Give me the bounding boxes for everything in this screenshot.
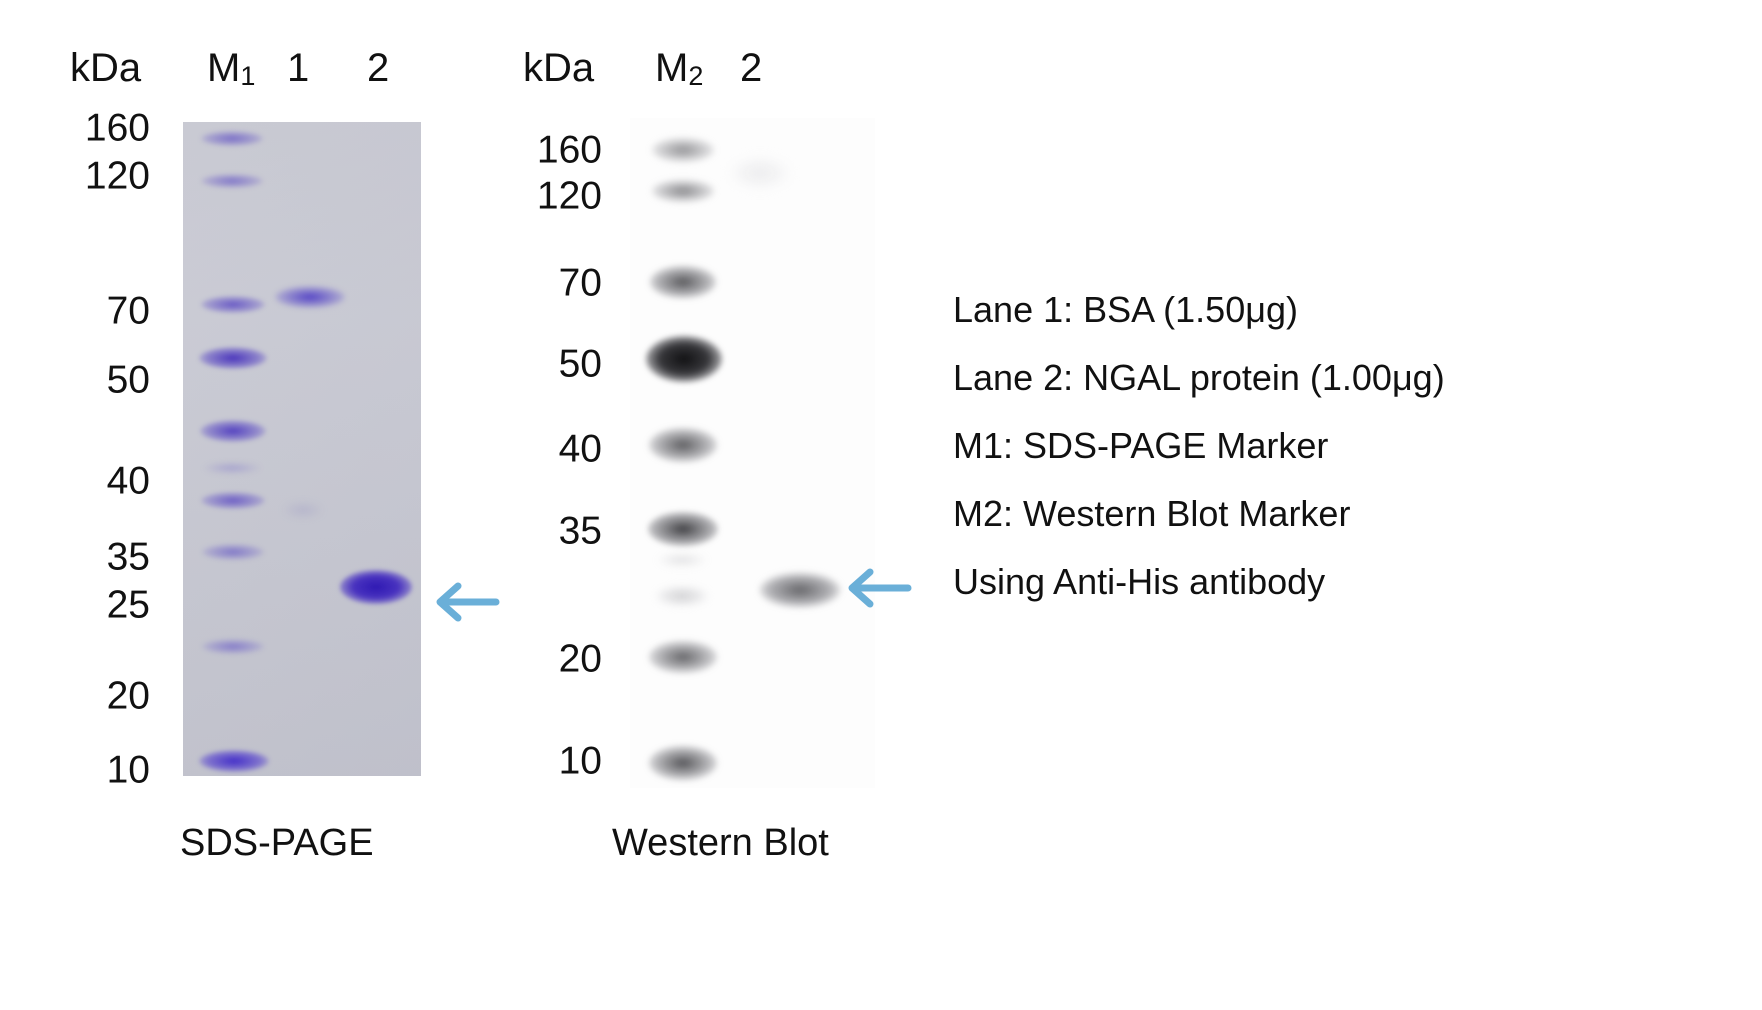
sds-marker-letter: M <box>207 46 241 90</box>
sds-lane-header-marker: M1 <box>207 46 256 91</box>
sds-kda-header: kDa <box>70 46 142 90</box>
wb-band-pointer-arrow-icon <box>848 568 912 608</box>
sds-marker-band-25 <box>202 544 264 560</box>
sds-marker-subscript: 1 <box>240 61 256 91</box>
sds-mw-label-40: 40 <box>106 459 150 503</box>
wb-marker-band-120 <box>652 180 714 202</box>
sds-mw-label-120: 120 <box>84 154 150 198</box>
wb-mw-label-40: 40 <box>558 427 602 471</box>
wb-marker-band-25 <box>656 586 708 606</box>
wb-mw-label-160: 160 <box>536 128 602 172</box>
sds-marker-band-40 <box>200 420 266 442</box>
sds-lane-header-2: 2 <box>367 46 390 90</box>
sds-page-caption: SDS-PAGE <box>180 822 374 864</box>
sds-marker-band-160 <box>201 131 263 146</box>
sds-mw-label-50: 50 <box>106 358 150 402</box>
sds-marker-band-120 <box>201 174 263 188</box>
wb-marker-band-10 <box>649 746 717 780</box>
wb-marker-band-70 <box>650 266 716 298</box>
wb-lane2-ngal-band <box>760 573 840 607</box>
wb-marker-subscript: 2 <box>688 61 704 91</box>
western-blot-caption: Western Blot <box>612 822 829 864</box>
legend-line-lane2: Lane 2: NGAL protein (1.00μg) <box>953 357 1445 398</box>
sds-mw-label-25: 25 <box>106 583 150 627</box>
wb-mw-label-10: 10 <box>558 739 602 783</box>
sds-mw-label-70: 70 <box>106 289 150 333</box>
wb-marker-band-50 <box>646 336 722 382</box>
sds-marker-band-faint-a <box>203 462 261 474</box>
sds-marker-band-35 <box>201 492 265 509</box>
wb-mw-label-120: 120 <box>536 174 602 218</box>
sds-lane1-faint-smear <box>283 502 323 518</box>
sds-lane2-ngal-band <box>340 570 412 604</box>
sds-mw-label-35: 35 <box>106 535 150 579</box>
wb-marker-band-20 <box>649 641 717 673</box>
sds-marker-band-70 <box>201 296 265 313</box>
sds-band-pointer-arrow-icon <box>436 582 500 622</box>
legend-line-marker2: M2: Western Blot Marker <box>953 493 1351 534</box>
sds-page-gel-image <box>183 122 421 776</box>
wb-mw-label-50: 50 <box>558 342 602 386</box>
sds-marker-band-20 <box>202 639 264 654</box>
wb-marker-letter: M <box>655 46 689 90</box>
wb-lane-header-marker: M2 <box>655 46 704 91</box>
wb-marker-band-faint-a <box>658 553 706 567</box>
sds-lane-header-1: 1 <box>287 46 310 90</box>
wb-marker-band-40 <box>649 428 717 462</box>
sds-marker-band-10 <box>199 750 269 772</box>
wb-marker-band-160 <box>652 138 714 162</box>
wb-lane-header-2: 2 <box>740 46 763 90</box>
legend-line-lane1: Lane 1: BSA (1.50μg) <box>953 289 1298 330</box>
figure-legend: Lane 1: BSA (1.50μg) Lane 2: NGAL protei… <box>953 292 1573 600</box>
legend-line-marker1: M1: SDS-PAGE Marker <box>953 425 1329 466</box>
legend-line-antibody: Using Anti-His antibody <box>953 561 1326 602</box>
wb-mw-label-70: 70 <box>558 261 602 305</box>
wb-kda-header: kDa <box>523 46 595 90</box>
sds-mw-label-160: 160 <box>84 106 150 150</box>
wb-mw-label-35: 35 <box>558 509 602 553</box>
western-blot-membrane-image <box>630 118 875 788</box>
sds-lane1-bsa-band <box>275 286 345 308</box>
sds-mw-label-10: 10 <box>106 748 150 792</box>
sds-marker-band-50 <box>199 347 267 369</box>
sds-mw-label-20: 20 <box>106 674 150 718</box>
wb-membrane-smudge <box>730 158 790 188</box>
wb-mw-label-20: 20 <box>558 637 602 681</box>
wb-marker-band-35 <box>648 512 718 546</box>
